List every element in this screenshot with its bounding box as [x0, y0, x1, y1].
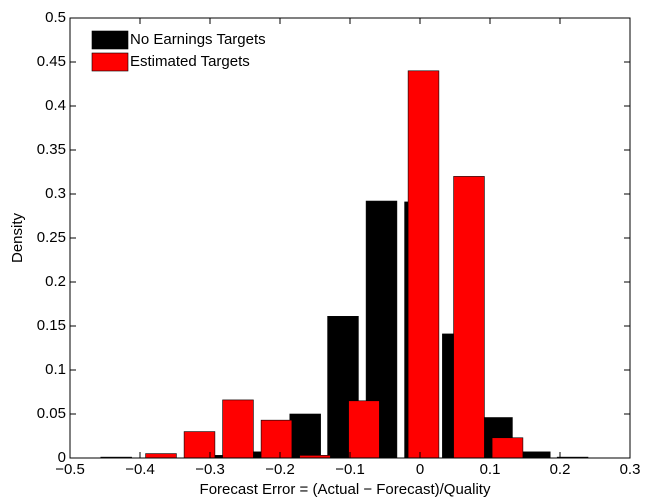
y-tick-label: 0.05: [37, 405, 66, 422]
x-tick-label: −0.2: [265, 461, 295, 478]
legend-swatch: [91, 30, 129, 50]
y-tick-label: 0.2: [45, 273, 66, 290]
legend-label: Estimated Targets: [130, 53, 250, 70]
y-tick-label: 0: [58, 449, 66, 466]
y-tick-label: 0.35: [37, 141, 66, 158]
y-tick-label: 0.45: [37, 53, 66, 70]
y-axis-label: Density: [9, 212, 26, 263]
bar: [222, 399, 254, 459]
x-tick-label: 0.2: [550, 461, 571, 478]
x-tick-label: 0: [416, 461, 424, 478]
x-tick-label: −0.1: [335, 461, 365, 478]
x-tick-label: −0.4: [125, 461, 155, 478]
y-tick-label: 0.5: [45, 9, 66, 26]
bar: [491, 437, 524, 459]
bar: [260, 419, 293, 459]
y-tick-label: 0.3: [45, 185, 66, 202]
bar: [348, 400, 380, 459]
bar: [453, 176, 485, 459]
bar: [289, 413, 321, 459]
x-axis-label: Forecast Error = (Actual − Forecast)/Qua…: [200, 481, 491, 498]
bar: [145, 453, 177, 459]
bar: [407, 70, 440, 459]
x-tick-label: 0.1: [480, 461, 501, 478]
legend-swatch: [91, 52, 129, 72]
y-tick-label: 0.4: [45, 97, 66, 114]
y-tick-label: 0.15: [37, 317, 66, 334]
legend-label: No Earnings Targets: [130, 31, 266, 48]
x-tick-label: −0.5: [55, 461, 85, 478]
y-tick-label: 0.25: [37, 229, 66, 246]
x-tick-label: 0.3: [620, 461, 641, 478]
y-tick-label: 0.1: [45, 361, 66, 378]
x-tick-label: −0.3: [195, 461, 225, 478]
bar: [519, 451, 551, 459]
